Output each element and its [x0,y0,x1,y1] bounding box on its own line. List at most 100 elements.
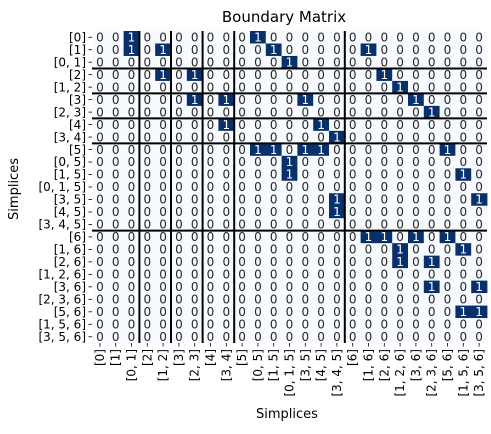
cell-value-label: 0 [238,130,246,144]
heatmap-cell [107,31,124,44]
cell-value-label: 0 [412,268,420,282]
cell-value-label: 0 [270,280,278,294]
cell-value-label: 0 [159,80,167,94]
y-tick-label: [0] [69,30,86,44]
cell-value-label: 0 [128,93,136,107]
heatmap-cell [107,118,124,132]
cell-value-label: 0 [175,193,183,207]
cell-value-label: 0 [270,168,278,182]
heatmap-cell [281,105,298,119]
heatmap-cell [408,168,425,182]
cell-value-label: 0 [96,180,104,194]
cell-value-label: 0 [459,68,467,82]
heatmap-cell [234,93,251,107]
heatmap-cell [218,118,235,132]
cell-value-label: 0 [96,155,104,169]
heatmap-cell [344,80,361,94]
heatmap-cell [297,280,314,294]
heatmap-cell [439,305,456,319]
cell-value-label: 0 [459,105,467,119]
heatmap-cell [171,293,188,306]
heatmap-cell [202,31,219,44]
cell-value-label: 0 [396,43,404,57]
heatmap-cell [423,43,440,57]
cell-value-label: 0 [270,118,278,132]
heatmap-cell [423,243,440,257]
cell-value-label: 0 [380,105,388,119]
heatmap-cell [408,218,425,232]
cell-value-label: 0 [159,230,167,244]
cell-value-label: 0 [428,218,436,232]
heatmap-cell [392,105,409,119]
cell-value-label: 1 [365,43,373,57]
cell-value-label: 0 [112,155,120,169]
cell-value-label: 0 [222,218,230,232]
heatmap-cell [265,243,282,257]
heatmap-cell [455,130,472,144]
heatmap-cell [344,155,361,169]
heatmap-cell [155,31,172,44]
cell-value-label: 0 [349,68,357,82]
heatmap-cell [218,93,235,107]
heatmap-cell [107,68,124,82]
cell-value-label: 0 [254,168,262,182]
heatmap-cell [360,218,377,232]
heatmap-cell [171,205,188,219]
cell-value-label: 1 [396,255,404,269]
cell-value-label: 0 [143,118,151,132]
heatmap-cell [234,105,251,119]
heatmap-cell [171,118,188,132]
cell-value-label: 0 [238,30,246,44]
heatmap-cell [123,218,140,232]
heatmap-cell [234,180,251,194]
cell-value-label: 0 [317,218,325,232]
cell-value-label: 1 [444,230,452,244]
cell-value-label: 0 [333,80,341,94]
cell-value-label: 0 [112,243,120,257]
heatmap-cell [92,218,109,232]
heatmap-cell [392,243,409,257]
cell-value-label: 0 [396,143,404,157]
cell-value-label: 0 [112,280,120,294]
heatmap-cell [234,205,251,219]
cell-value-label: 0 [175,268,183,282]
heatmap-cell [265,93,282,107]
heatmap-cell [92,180,109,194]
heatmap-cell [171,243,188,257]
cell-value-label: 0 [412,118,420,132]
heatmap-cell [265,305,282,319]
heatmap-cell [234,130,251,144]
heatmap-cell [471,155,488,169]
cell-value-label: 0 [349,168,357,182]
cell-value-label: 0 [365,330,373,344]
heatmap-cell [92,255,109,269]
heatmap-cell [376,268,393,281]
cell-value-label: 0 [159,130,167,144]
heatmap-cell [107,255,124,269]
heatmap-cell [376,243,393,257]
heatmap-cell [202,318,219,331]
heatmap-cell [423,218,440,232]
heatmap-cell [107,330,124,344]
cell-value-label: 0 [333,255,341,269]
cell-value-label: 0 [270,130,278,144]
heatmap-cell [234,230,251,244]
y-tick-label: [4] [69,118,86,132]
y-tick-label: [2] [69,68,86,82]
heatmap-cell [423,293,440,306]
heatmap-cell [218,205,235,219]
heatmap-cell [139,143,156,157]
heatmap-cell [186,218,203,232]
heatmap-cell [408,155,425,169]
heatmap-cell [139,118,156,132]
cell-value-label: 0 [191,305,199,319]
cell-value-label: 0 [222,268,230,282]
cell-value-label: 0 [365,155,373,169]
heatmap-cell [313,305,330,319]
cell-value-label: 0 [349,93,357,107]
heatmap-cell [92,105,109,119]
heatmap-cell [250,143,267,157]
heatmap-cell [250,168,267,182]
cell-value-label: 0 [222,80,230,94]
cell-value-label: 0 [396,168,404,182]
